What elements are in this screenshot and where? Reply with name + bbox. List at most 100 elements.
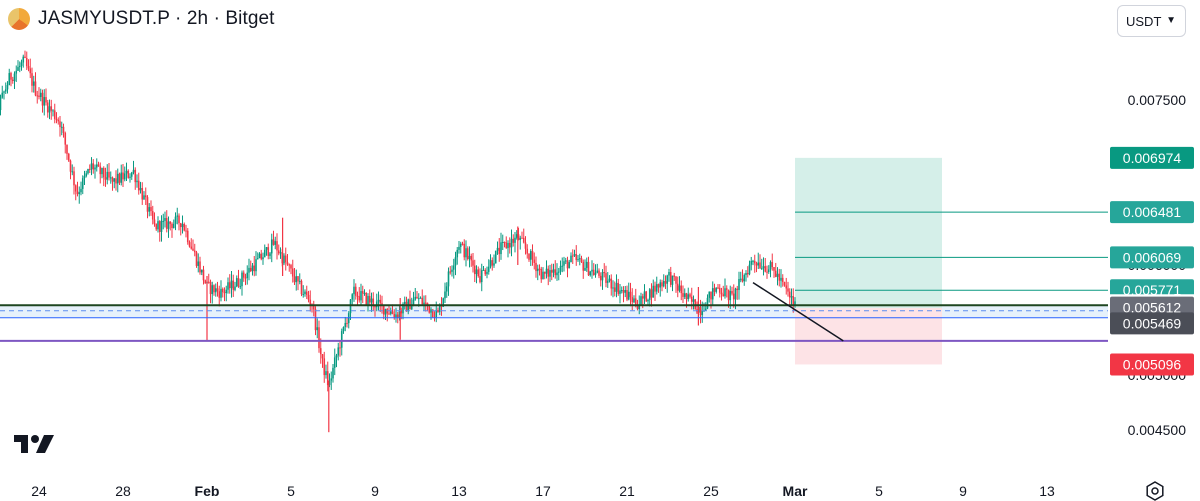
candle-body (244, 277, 247, 279)
candle-body (543, 271, 546, 274)
candle-body (792, 296, 795, 306)
candle-body (608, 278, 611, 281)
candle-body (424, 302, 427, 304)
candle-body (631, 297, 634, 303)
candle-body (242, 272, 245, 278)
candle-body (354, 286, 357, 296)
candle-body (300, 280, 303, 295)
candle-body (230, 280, 233, 289)
candle-body (410, 304, 413, 310)
candle-body (214, 288, 217, 293)
candle-body (790, 296, 793, 298)
candle-body (704, 308, 707, 311)
candle-body (365, 292, 368, 305)
candle-body (783, 281, 786, 286)
candle-body (59, 121, 61, 128)
candle-body (741, 278, 744, 282)
candle-body (32, 81, 35, 86)
candle-body (232, 280, 235, 290)
candle-body (503, 241, 506, 243)
drawing-lines (0, 211, 1108, 342)
candle-body (251, 265, 254, 272)
candle-body (36, 95, 39, 97)
candle-body (356, 295, 359, 297)
candle-body (447, 271, 450, 287)
candle-body (323, 358, 326, 376)
candle-body (745, 273, 747, 275)
candle-body (519, 237, 522, 240)
candle-body (419, 297, 422, 299)
candle-body (626, 290, 628, 300)
candle-body (767, 269, 770, 272)
price-tag-0.005469 (1110, 312, 1194, 335)
candle-body (220, 288, 222, 298)
tradingview-logo-icon[interactable] (14, 433, 56, 455)
candle-body (753, 260, 756, 264)
candle-body (319, 348, 322, 355)
candle-body (456, 249, 459, 258)
candle-body (619, 290, 621, 294)
candle-body (461, 243, 464, 245)
candle-body (207, 281, 210, 283)
candle-body (417, 298, 420, 300)
candle-body (122, 172, 124, 180)
candle-body (678, 285, 681, 291)
candle-body (437, 309, 439, 313)
candle-body (328, 380, 331, 386)
candle-body (8, 73, 11, 86)
x-tick-label: 9 (371, 483, 379, 499)
candle-body (73, 171, 75, 186)
candle-body (500, 242, 502, 255)
candle-body (57, 119, 60, 122)
candle-body (573, 254, 576, 256)
candle-body (512, 238, 515, 243)
long-position-target-zone (795, 157, 942, 308)
candle-body (762, 266, 765, 269)
candle-body (773, 267, 775, 271)
candle-body (253, 265, 256, 272)
currency-selector[interactable]: USDT ▼ (1117, 5, 1186, 37)
candle-body (545, 268, 548, 274)
candle-body (421, 297, 424, 305)
candle-body (41, 92, 44, 106)
candle-body (111, 177, 114, 182)
candle-body (680, 285, 683, 294)
candle-body (584, 267, 586, 271)
x-tick-label: 9 (959, 483, 967, 499)
chevron-down-icon: ▼ (1166, 15, 1176, 26)
candle-body (664, 281, 667, 284)
candle-body (164, 218, 166, 221)
candle-body (605, 273, 607, 283)
candle-body (748, 264, 751, 275)
candle-body (249, 267, 252, 272)
candle-body (405, 301, 408, 312)
candle-body (153, 219, 156, 224)
candle-body (183, 223, 186, 231)
candle-body (361, 291, 364, 294)
candle-body (228, 282, 231, 289)
candle-body (351, 294, 354, 300)
candle-body (774, 270, 777, 277)
candle-body (349, 299, 352, 314)
settings-gear-icon[interactable] (1145, 481, 1165, 501)
candle-body (599, 275, 602, 281)
candle-body (594, 272, 597, 275)
candle-body (0, 97, 2, 111)
candle-body (617, 282, 620, 294)
candle-body (757, 262, 760, 266)
candle-body (738, 278, 740, 291)
candle-body (393, 314, 396, 318)
candle-body (675, 276, 677, 284)
candle-body (178, 215, 180, 224)
candle-body (200, 269, 203, 273)
candle-body (377, 299, 380, 302)
candle-body (538, 268, 541, 270)
candle-body (160, 221, 163, 232)
candle-body (577, 259, 579, 261)
candle-body (699, 307, 702, 316)
x-tick-label: 5 (875, 483, 883, 499)
symbol-title[interactable]: JASMYUSDT.P · 2h · Bitget (38, 8, 275, 29)
candle-body (71, 171, 74, 173)
candle-body (722, 294, 725, 297)
